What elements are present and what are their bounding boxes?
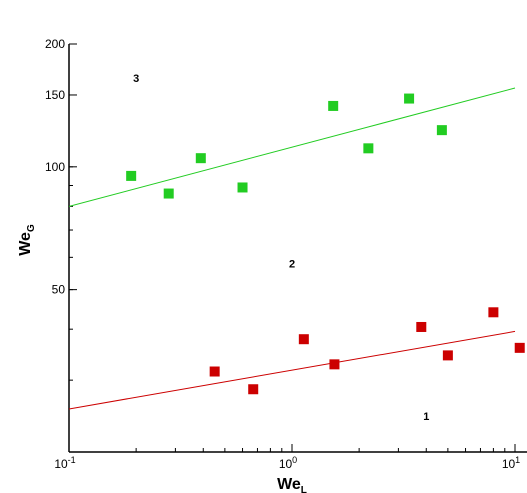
x-tick-label: 10-1 (54, 455, 75, 471)
data-point-1 (436, 125, 447, 136)
y-axis-title: WeG (17, 224, 37, 256)
data-point-2 (416, 321, 427, 332)
y-tick-label: 150 (45, 88, 65, 102)
data-point-1 (363, 143, 374, 154)
data-point-2 (298, 334, 309, 345)
label-layer: 50 100 150 200 10-1 100 101 WeL WeG (17, 37, 520, 493)
data-point-1 (126, 170, 137, 181)
axes (68, 43, 527, 453)
series-layer (69, 87, 525, 410)
x-tick-label: 101 (502, 455, 520, 471)
data-point-1 (328, 100, 339, 111)
fit-line-2 (69, 330, 516, 410)
data-point-1 (237, 182, 248, 193)
x-tick-label: 100 (279, 455, 297, 471)
y-tick-label: 50 (52, 283, 66, 297)
x-axis-title: WeL (277, 476, 307, 493)
annotation-layer: 3 2 1 (133, 73, 429, 423)
data-point-2 (329, 359, 340, 370)
region-label: 2 (289, 258, 295, 270)
y-tick-label: 200 (45, 37, 65, 51)
region-label: 3 (133, 73, 139, 85)
data-point-2 (488, 307, 499, 318)
data-point-2 (248, 384, 259, 395)
data-point-1 (404, 93, 415, 104)
data-point-1 (195, 153, 206, 164)
data-point-2 (442, 350, 453, 361)
data-point-1 (163, 188, 174, 199)
y-tick-label: 100 (45, 160, 65, 174)
data-point-2 (209, 366, 220, 377)
data-point-2 (514, 342, 525, 353)
fit-line-1 (69, 87, 516, 207)
region-label: 1 (423, 411, 429, 423)
